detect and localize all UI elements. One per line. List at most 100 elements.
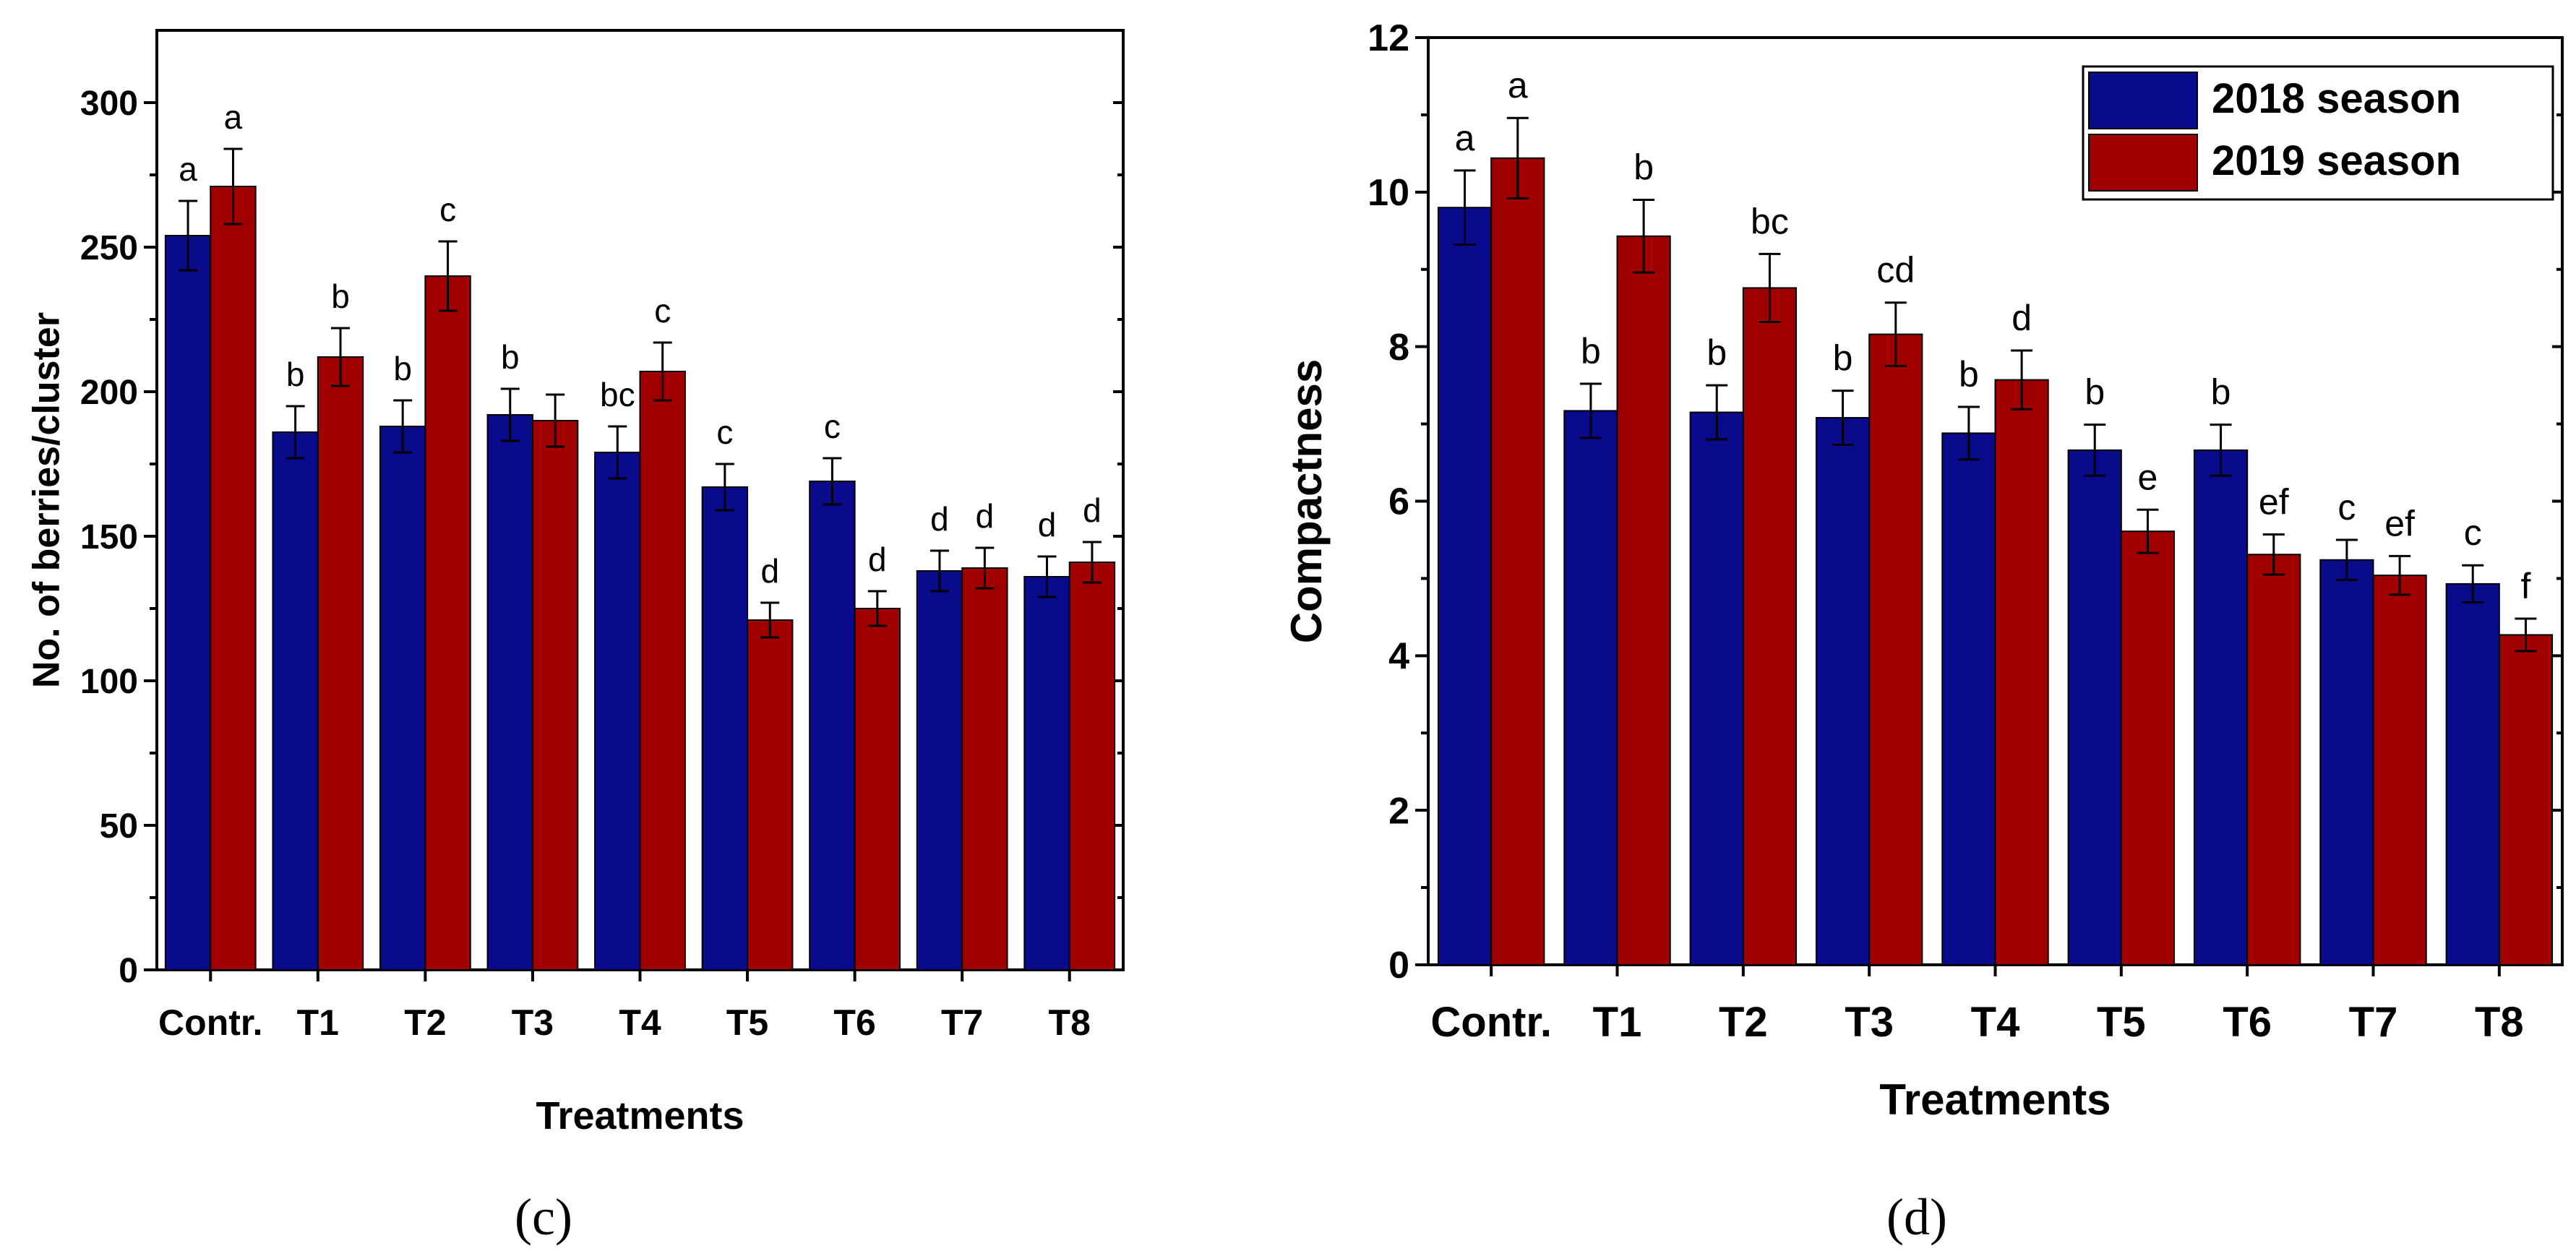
y-tick-label: 12 — [1368, 17, 1409, 59]
legend-swatch — [2088, 72, 2198, 129]
bar-2019 — [2498, 634, 2554, 966]
x-axis-title: Treatments — [1879, 1075, 2111, 1124]
x-tick-label: T3 — [512, 1002, 554, 1043]
bar-2019 — [1994, 379, 2049, 966]
significance-letter: c — [654, 292, 671, 330]
bar-2018 — [272, 431, 319, 971]
bar-2018 — [1689, 411, 1744, 966]
significance-letter: b — [2211, 372, 2231, 413]
significance-letter: b — [1833, 338, 1853, 379]
x-axis-title: Treatments — [536, 1094, 744, 1138]
x-tick-label: T1 — [1593, 999, 1642, 1046]
bar-2018 — [2445, 582, 2500, 966]
significance-letter: b — [393, 350, 412, 387]
significance-letter: c — [439, 191, 456, 228]
significance-letter: c — [824, 408, 841, 445]
significance-letter: b — [1633, 147, 1654, 188]
x-tick-label: T4 — [619, 1002, 661, 1043]
significance-letter: b — [331, 278, 350, 315]
bar-2018 — [916, 570, 963, 971]
bar-2018 — [594, 452, 641, 971]
bar-2019 — [1490, 157, 1545, 966]
x-tick-label: T8 — [1049, 1002, 1091, 1043]
significance-letter: d — [1038, 506, 1057, 543]
bar-2019 — [2120, 530, 2176, 966]
bar-2019 — [1742, 287, 1798, 966]
bar-2018 — [164, 235, 212, 971]
y-tick-label: 300 — [80, 85, 138, 123]
y-axis-title: No. of berries/cluster — [26, 312, 68, 688]
significance-letter: d — [868, 541, 887, 578]
significance-letter: b — [2085, 372, 2105, 413]
significance-letter: b — [1706, 332, 1727, 373]
bar-2019 — [424, 275, 471, 971]
panel-caption: (d) — [1886, 1188, 1947, 1246]
x-tick-label: T5 — [2097, 999, 2146, 1046]
y-axis-title: Compactness — [1282, 359, 1331, 643]
panel-caption: (c) — [515, 1188, 572, 1246]
bar-2019 — [639, 371, 686, 971]
bar-2019 — [2246, 554, 2301, 966]
bar-2018 — [1941, 432, 1996, 966]
y-tick-label: 0 — [1388, 945, 1409, 986]
bar-2018 — [1815, 417, 1871, 966]
y-tick-label: 6 — [1388, 481, 1409, 523]
significance-letter: cd — [1876, 250, 1915, 291]
y-tick-label: 10 — [1368, 172, 1409, 214]
bar-2019 — [531, 420, 579, 971]
y-tick-label: 8 — [1388, 327, 1409, 369]
x-tick-label: T7 — [2349, 999, 2398, 1046]
significance-letter: c — [2464, 512, 2482, 553]
bar-2019 — [317, 356, 364, 971]
significance-letter: d — [976, 497, 995, 535]
x-tick-label: T5 — [726, 1002, 768, 1043]
bar-2018 — [1563, 410, 1618, 966]
y-tick-label: 50 — [100, 807, 138, 846]
x-tick-label: T2 — [1719, 999, 1768, 1046]
bar-2018 — [379, 426, 426, 971]
significance-letter: f — [2520, 566, 2530, 606]
panel-c-berries-per-cluster: 050100150200250300Contr.aaT1bbT2bcT3bT4b… — [26, 29, 1125, 1246]
x-tick-label: T8 — [2475, 999, 2524, 1046]
bar-2018 — [2319, 559, 2374, 966]
bar-2019 — [1068, 562, 1116, 971]
legend-swatch — [2088, 134, 2198, 192]
significance-letter: c — [716, 413, 733, 451]
significance-letter: a — [1455, 118, 1475, 158]
significance-letter: ef — [2259, 481, 2289, 522]
legend-label: 2019 season — [2212, 137, 2461, 184]
significance-letter: ef — [2384, 503, 2415, 543]
y-tick-label: 2 — [1388, 790, 1409, 832]
bar-2019 — [961, 567, 1008, 971]
significance-letter: a — [224, 98, 243, 136]
significance-letter: b — [286, 356, 305, 393]
significance-letter: d — [1083, 491, 1102, 529]
bar-2019 — [2372, 575, 2427, 966]
panel-d-compactness: 024681012Contr.aaT1bbT2bbcT3bcdT4bdT5beT… — [1282, 17, 2564, 1246]
significance-letter: a — [179, 150, 197, 188]
y-tick-label: 250 — [80, 229, 138, 267]
y-tick-label: 100 — [80, 663, 138, 701]
significance-letter: b — [1959, 354, 1979, 395]
x-tick-label: T3 — [1845, 999, 1894, 1046]
x-tick-label: T1 — [297, 1002, 339, 1043]
bar-2019 — [210, 186, 257, 971]
significance-letter: bc — [1751, 201, 1789, 241]
bar-2019 — [747, 619, 794, 971]
significance-letter: c — [2337, 487, 2356, 528]
x-tick-label: T6 — [2223, 999, 2272, 1046]
significance-letter: d — [930, 500, 949, 538]
legend-label: 2018 season — [2212, 75, 2461, 122]
legend: 2018 season 2019 season — [2082, 65, 2554, 201]
bar-2019 — [854, 608, 901, 971]
bar-2018 — [2193, 449, 2249, 966]
x-tick-label: T2 — [404, 1002, 446, 1043]
significance-letter: d — [2012, 298, 2032, 338]
x-tick-label: Contr. — [1430, 999, 1552, 1046]
significance-letter: b — [501, 338, 520, 376]
x-tick-label: Contr. — [158, 1002, 262, 1043]
bar-2018 — [2067, 449, 2122, 966]
significance-letter: a — [1508, 65, 1528, 106]
y-tick-label: 150 — [80, 518, 138, 556]
